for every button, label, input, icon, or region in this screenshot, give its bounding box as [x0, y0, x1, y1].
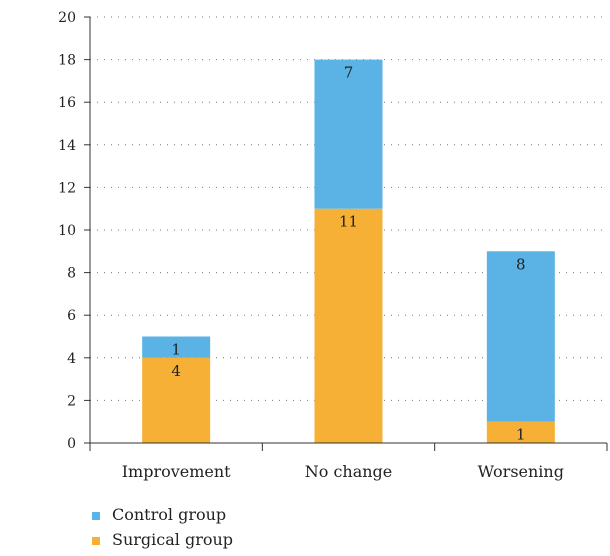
bar-surgical-group-worsening [486, 421, 555, 443]
y-axis-ticks: 0 2 4 6 8 10 12 14 16 18 20 [58, 10, 90, 452]
y-tick-label: 10 [58, 223, 76, 239]
data-label-surgical-group: 1 [516, 426, 526, 444]
bar-surgical-group-improvement [142, 357, 211, 443]
legend-swatch-control-group [92, 512, 100, 520]
y-tick-label: 14 [58, 138, 76, 154]
data-label-control-group: 1 [171, 341, 181, 359]
x-category-label: Worsening [478, 462, 564, 481]
y-tick-label: 6 [67, 308, 76, 324]
y-tick-label: 8 [67, 266, 76, 282]
y-tick-label: 0 [67, 436, 76, 452]
x-category-label: Improvement [122, 462, 231, 481]
bar-control-group-worsening [486, 251, 555, 422]
legend-swatch-surgical-group [92, 537, 100, 545]
bar-surgical-group-no-change [314, 208, 383, 443]
legend: Control group Surgical group [92, 505, 233, 549]
data-label-surgical-group: 11 [339, 213, 358, 231]
legend-label-surgical-group: Surgical group [112, 530, 233, 549]
data-label-control-group: 7 [344, 64, 354, 82]
y-tick-label: 16 [58, 95, 76, 111]
bar-control-group-no-change [314, 59, 383, 209]
bar-control-group-improvement [142, 336, 211, 358]
data-label-control-group: 8 [516, 255, 526, 273]
y-tick-label: 12 [58, 180, 76, 196]
y-tick-label: 2 [67, 393, 76, 409]
y-tick-label: 18 [58, 53, 76, 69]
x-axis-ticks: Improvement No change Worsening [89, 443, 608, 481]
data-label-surgical-group: 4 [171, 362, 181, 380]
legend-label-control-group: Control group [112, 505, 226, 524]
y-tick-label: 4 [67, 351, 76, 367]
y-tick-label: 20 [58, 10, 76, 26]
x-category-label: No change [305, 462, 393, 481]
bars [142, 59, 555, 443]
